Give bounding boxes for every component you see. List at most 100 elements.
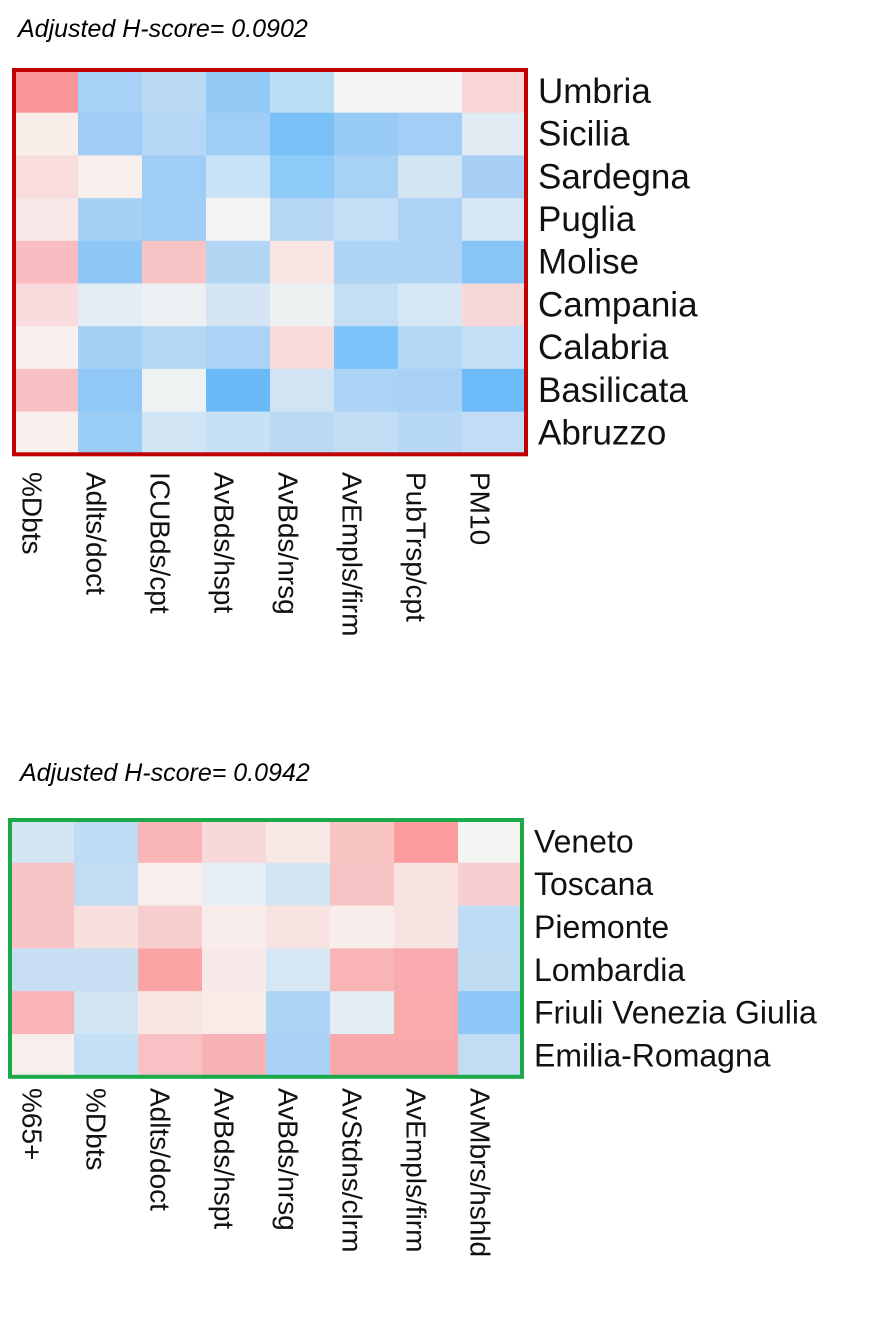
- heatmap-cell: [330, 948, 395, 992]
- heatmap-cell: [138, 820, 203, 864]
- column-label: AvEmpls/firm: [401, 1088, 432, 1252]
- heatmap-cell: [394, 948, 459, 992]
- heatmap-cell: [330, 862, 395, 907]
- heatmap-cell: [334, 70, 399, 114]
- heatmap-2: Adjusted H-score= 0.0942 Veneto Toscana Pie…: [8, 759, 817, 1257]
- heatmap-cell: [330, 820, 395, 864]
- heatmap-cell: [78, 155, 143, 199]
- heatmap-cell: [462, 155, 527, 199]
- row-label: Emilia-Romagna: [534, 1037, 771, 1073]
- heatmap-cell: [458, 820, 523, 864]
- heatmap-cell: [206, 283, 271, 327]
- heatmap-cell: [270, 411, 335, 455]
- row-label: Sicilia: [538, 115, 630, 154]
- heatmap-cell: [394, 820, 459, 864]
- heatmap-cell: [462, 240, 527, 285]
- column-label: AvBds/hspt: [209, 472, 240, 613]
- heatmap-cell: [398, 411, 463, 455]
- heatmap-cell: [462, 368, 527, 413]
- heatmap-cell: [78, 240, 143, 285]
- heatmap-cell: [270, 70, 335, 114]
- heatmap-cell: [458, 862, 523, 907]
- heatmap-cell: [270, 155, 335, 199]
- heatmap-cell: [142, 198, 207, 242]
- heatmap-cell: [458, 1034, 523, 1078]
- heatmap-cell: [10, 862, 75, 907]
- heatmap-cell: [394, 862, 459, 907]
- heatmap-cell: [14, 70, 79, 114]
- heatmap-cell: [202, 1034, 267, 1078]
- heatmap-cell: [334, 240, 399, 285]
- heatmap-cell: [202, 948, 267, 992]
- heatmap-cell: [78, 326, 143, 370]
- heatmap-cell: [462, 326, 527, 370]
- column-label: AvEmpls/firm: [337, 472, 368, 636]
- heatmap-cell: [202, 991, 267, 1035]
- heatmap-cell: [458, 948, 523, 992]
- heatmap-cell: [138, 905, 203, 949]
- row-label: Lombardia: [534, 952, 685, 988]
- column-label: PubTrsp/cpt: [401, 472, 432, 622]
- heatmap-cell: [398, 155, 463, 199]
- heatmap-cell: [458, 905, 523, 949]
- heatmap-cells: [14, 70, 527, 455]
- row-label: Toscana: [534, 866, 653, 902]
- heatmap-cell: [78, 411, 143, 455]
- heatmap-cell: [270, 283, 335, 327]
- heatmap-cell: [138, 991, 203, 1035]
- row-label: Friuli Venezia Giulia: [534, 995, 817, 1031]
- heatmap-cell: [74, 991, 139, 1035]
- column-label: AvMbrs/hshld: [465, 1088, 496, 1257]
- column-label: Adlts/doct: [145, 1088, 176, 1211]
- row-label: Basilicata: [538, 371, 688, 410]
- heatmap-cell: [78, 112, 143, 156]
- heatmap-cells: [10, 820, 523, 1078]
- heatmap-cell: [330, 1034, 395, 1078]
- column-label: PM10: [465, 472, 496, 545]
- heatmap-cell: [78, 368, 143, 413]
- heatmap-1: Adjusted H-score= 0.0902 Umbria SiciliaSar…: [12, 15, 698, 636]
- heatmap-cell: [74, 1034, 139, 1078]
- heatmap-cell: [10, 991, 75, 1035]
- heatmap-cell: [394, 905, 459, 949]
- heatmap-cell: [142, 326, 207, 370]
- column-label: AvBds/nrsg: [273, 472, 304, 615]
- heatmap-cell: [202, 862, 267, 907]
- heatmap-cell: [334, 155, 399, 199]
- row-label: Veneto: [534, 823, 634, 859]
- heatmap-cell: [14, 368, 79, 413]
- heatmap-cell: [138, 948, 203, 992]
- heatmap-cell: [74, 905, 139, 949]
- heatmap-cell: [14, 198, 79, 242]
- heatmap-cell: [74, 948, 139, 992]
- heatmap-cell: [142, 411, 207, 455]
- heatmap-cell: [78, 70, 143, 114]
- heatmap-cell: [270, 240, 335, 285]
- heatmap-cell: [14, 240, 79, 285]
- heatmap-cell: [10, 1034, 75, 1078]
- column-label: AvBds/hspt: [209, 1088, 240, 1229]
- heatmap-cell: [14, 283, 79, 327]
- heatmap-cell: [142, 283, 207, 327]
- heatmap-cell: [334, 411, 399, 455]
- row-label: Abruzzo: [538, 413, 666, 452]
- column-label: Adlts/doct: [81, 472, 112, 595]
- heatmap-cell: [458, 991, 523, 1035]
- heatmap-cell: [462, 112, 527, 156]
- heatmap-cell: [206, 411, 271, 455]
- heatmap-cell: [266, 820, 331, 864]
- heatmap-cell: [206, 155, 271, 199]
- heatmap-cell: [142, 70, 207, 114]
- chart-title: Adjusted H-score= 0.0902: [16, 15, 308, 43]
- heatmap-cell: [138, 862, 203, 907]
- column-label: AvBds/nrsg: [273, 1088, 304, 1231]
- heatmap-cell: [138, 1034, 203, 1078]
- heatmap-cell: [14, 155, 79, 199]
- heatmap-cell: [266, 948, 331, 992]
- chart-title: Adjusted H-score= 0.0942: [18, 759, 310, 787]
- heatmap-cell: [142, 112, 207, 156]
- row-label: Puglia: [538, 200, 636, 239]
- heatmap-cell: [10, 948, 75, 992]
- column-label: ICUBds/cpt: [145, 472, 176, 614]
